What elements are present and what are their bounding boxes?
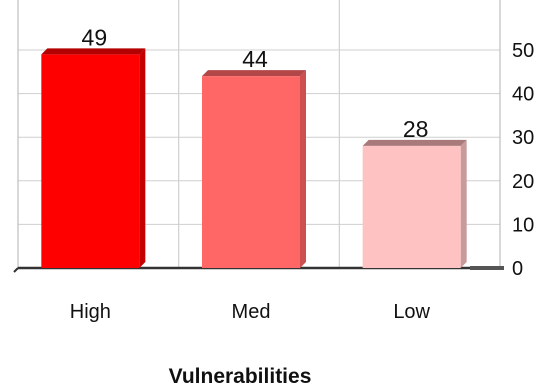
x-tick-label-low: Low	[393, 301, 430, 323]
bar-low	[362, 145, 461, 268]
data-label-med: 44	[242, 46, 268, 72]
bar-top-med	[202, 70, 306, 77]
bar-top-low	[362, 139, 467, 146]
bar-side-low	[460, 139, 467, 268]
y-tick-label: 20	[512, 171, 534, 193]
data-label-low: 28	[403, 116, 429, 142]
bar-side-med	[300, 70, 306, 268]
bar-side-high	[139, 48, 146, 268]
x-axis-title: Vulnerabilities	[169, 365, 312, 388]
x-tick-label-med: Med	[232, 301, 271, 323]
chart-labels: 0 10 20 30 40 50 49 High 44 Med 28 Low	[70, 24, 534, 323]
y-tick-label: 40	[512, 84, 534, 106]
bar-high	[41, 54, 140, 268]
x-axis-baseline-cap	[13, 267, 19, 273]
x-tick-label-high: High	[70, 301, 111, 323]
data-label-high: 49	[82, 24, 108, 50]
chart-bars	[41, 48, 467, 268]
y-tick-label: 10	[512, 214, 534, 236]
bar-med	[202, 76, 300, 268]
y-tick-label: 0	[512, 258, 523, 280]
y-tick-label: 50	[512, 40, 534, 62]
y-tick-label: 30	[512, 127, 534, 149]
bar-top-high	[41, 48, 146, 55]
